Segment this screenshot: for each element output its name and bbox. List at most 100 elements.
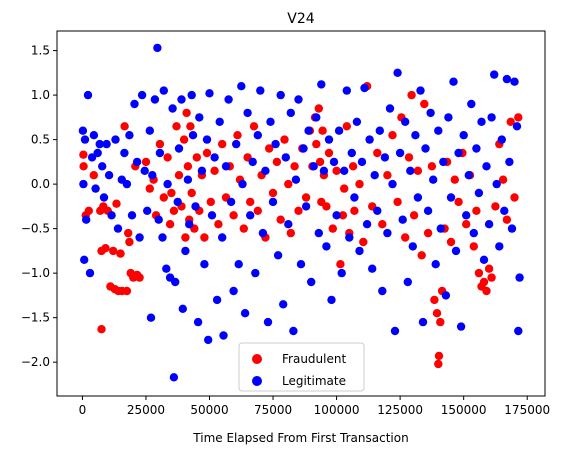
point-fraudulent-31: [155, 139, 165, 149]
point-legitimate-118: [347, 148, 356, 158]
x-axis: 0 25000 50000 75000 100000 125000 150000 175000: [79, 396, 550, 417]
point-legitimate-139: [401, 117, 410, 127]
point-legitimate-142: [408, 242, 417, 251]
point-legitimate-163: [462, 211, 471, 220]
point-legitimate-92: [281, 153, 290, 162]
point-fraudulent-99: [350, 206, 359, 215]
point-legitimate-159: [451, 246, 461, 256]
point-legitimate-63: [210, 153, 219, 162]
point-legitimate-126: [368, 264, 377, 273]
point-legitimate-76: [240, 309, 250, 318]
point-legitimate-64: [212, 295, 222, 305]
point-legitimate-122: [357, 157, 367, 167]
point-legitimate-170: [479, 255, 489, 264]
point-fraudulent-110: [401, 233, 410, 242]
point-legitimate-173: [487, 113, 496, 122]
point-fraudulent-18: [120, 122, 129, 131]
point-legitimate-111: [329, 157, 339, 167]
point-legitimate-166: [469, 228, 478, 238]
point-legitimate-154: [439, 157, 448, 167]
point-legitimate-34: [153, 43, 162, 53]
point-legitimate-3: [80, 135, 90, 144]
point-legitimate-45: [173, 197, 182, 207]
point-legitimate-59: [202, 135, 212, 144]
point-fraudulent-32: [159, 193, 168, 202]
point-legitimate-74: [237, 82, 246, 91]
point-fraudulent-83: [312, 139, 321, 149]
x-tick-label-7: 175000: [504, 403, 550, 417]
point-fraudulent-135: [474, 268, 484, 278]
point-legitimate-169: [477, 117, 486, 127]
point-fraudulent-20: [124, 228, 133, 238]
x-tick-label-6: 150000: [441, 403, 487, 417]
point-legitimate-176: [495, 242, 504, 251]
point-legitimate-55: [193, 317, 203, 327]
point-legitimate-152: [434, 126, 443, 135]
point-legitimate-161: [456, 322, 466, 331]
point-fraudulent-26: [135, 273, 144, 282]
point-legitimate-54: [191, 202, 200, 211]
legend-marker-legitimate: [252, 376, 262, 386]
point-legitimate-177: [497, 135, 506, 144]
point-fraudulent-72: [276, 215, 285, 224]
point-legitimate-43: [169, 373, 179, 382]
point-legitimate-119: [350, 193, 359, 202]
point-fraudulent-112: [407, 90, 416, 100]
points-layer: [78, 43, 524, 382]
point-legitimate-73: [234, 260, 243, 269]
y-tick-label-0: −2.0: [21, 355, 50, 369]
point-fraudulent-133: [469, 242, 478, 251]
point-legitimate-40: [163, 179, 172, 189]
point-legitimate-25: [132, 157, 142, 167]
point-legitimate-11: [95, 139, 104, 149]
point-legitimate-52: [187, 90, 196, 100]
point-legitimate-105: [314, 228, 323, 238]
point-fraudulent-116: [420, 99, 429, 109]
y-tick-label-7: 1.5: [31, 44, 50, 58]
point-legitimate-66: [218, 233, 227, 242]
point-legitimate-136: [393, 68, 402, 78]
point-fraudulent-34: [165, 220, 175, 229]
point-fraudulent-138: [482, 286, 491, 296]
point-legitimate-5: [83, 90, 93, 100]
chart-title: V24: [287, 11, 314, 27]
point-legitimate-167: [472, 144, 481, 153]
point-legitimate-143: [411, 131, 420, 140]
point-legitimate-81: [253, 131, 262, 140]
point-legitimate-27: [137, 90, 147, 100]
point-fraudulent-146: [510, 193, 519, 202]
point-legitimate-140: [403, 277, 412, 287]
point-legitimate-134: [388, 179, 397, 189]
point-legitimate-87: [268, 197, 278, 207]
point-legitimate-83: [258, 228, 268, 238]
point-legitimate-185: [515, 273, 524, 282]
point-legitimate-135: [390, 326, 400, 336]
point-fraudulent-123: [436, 317, 445, 327]
point-legitimate-90: [276, 90, 285, 100]
point-fraudulent-128: [450, 175, 459, 184]
x-tick-label-1: 25000: [127, 403, 165, 417]
point-fraudulent-45: [186, 122, 195, 131]
point-legitimate-53: [188, 131, 198, 140]
point-fraudulent-107: [388, 131, 397, 140]
point-legitimate-35: [154, 215, 163, 224]
point-legitimate-114: [337, 268, 346, 278]
point-fraudulent-115: [417, 251, 426, 260]
point-fraudulent-1: [79, 162, 88, 171]
point-fraudulent-85: [315, 157, 325, 167]
point-legitimate-108: [322, 242, 331, 251]
point-fraudulent-62: [239, 224, 248, 233]
point-legitimate-13: [99, 193, 109, 202]
point-legitimate-141: [406, 166, 415, 175]
point-fraudulent-122: [434, 351, 444, 361]
point-legitimate-37: [158, 233, 167, 242]
point-legitimate-98: [296, 260, 306, 269]
point-fraudulent-79: [301, 193, 311, 202]
point-legitimate-84: [261, 166, 270, 175]
point-legitimate-109: [324, 135, 334, 144]
point-legitimate-48: [178, 304, 187, 313]
point-fraudulent-54: [210, 166, 219, 175]
y-axis: −2.0 −1.5 −1.0 −0.5 0.0 0.5 1.0 1.5: [21, 44, 57, 369]
point-legitimate-156: [444, 113, 453, 122]
point-fraudulent-137: [479, 277, 489, 287]
